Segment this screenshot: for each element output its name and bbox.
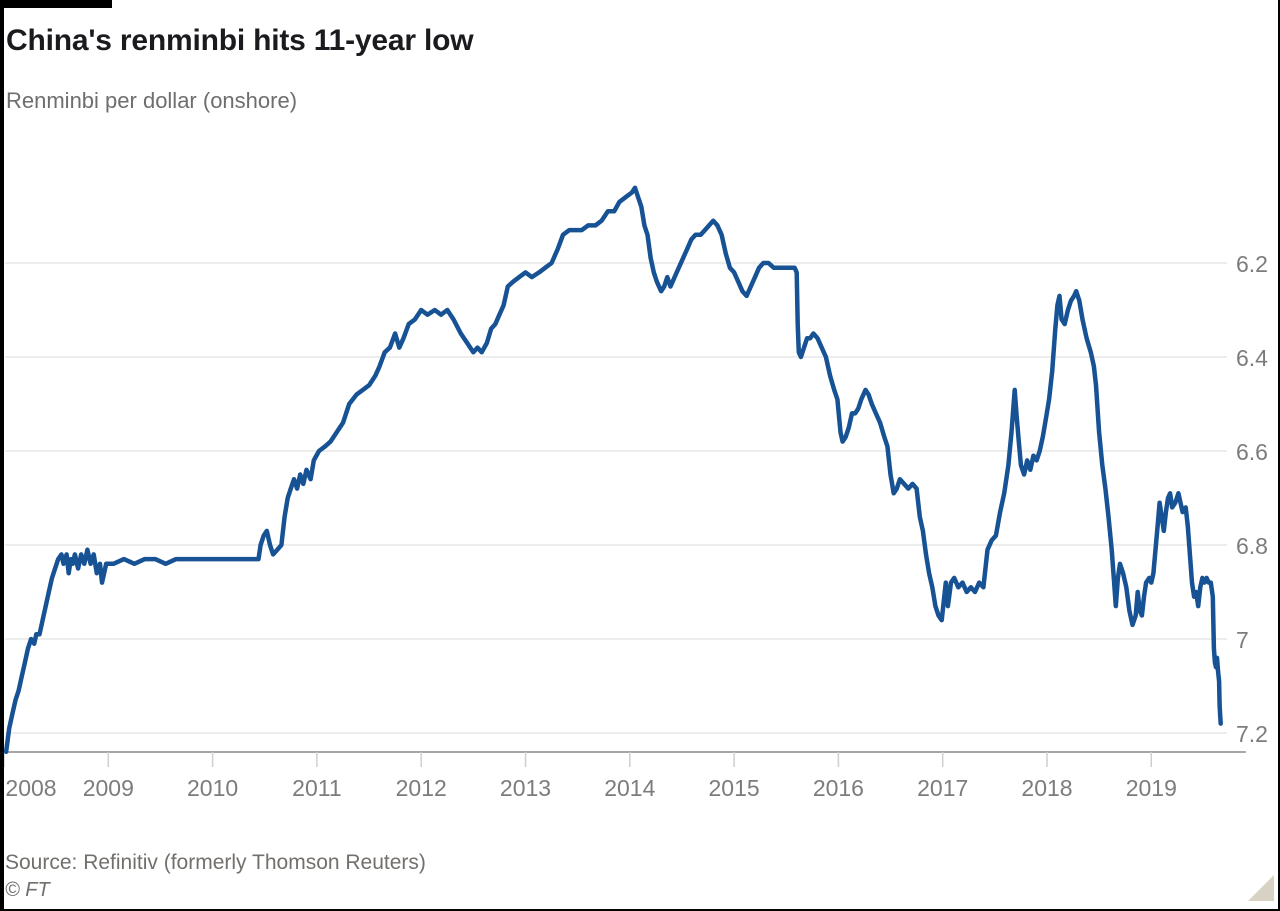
source-label: Source: Refinitiv (formerly Thomson Reut…	[5, 851, 426, 874]
x-tick-label: 2009	[83, 775, 134, 801]
ft-accent-bar	[0, 0, 112, 8]
x-tick-label: 2014	[604, 775, 655, 801]
x-tick-label: 2017	[917, 775, 968, 801]
ft-copyright: © FT	[5, 879, 50, 901]
x-tick-label: 2011	[292, 775, 341, 801]
y-tick-label: 6.8	[1236, 533, 1268, 559]
y-tick-label: 6.2	[1236, 251, 1268, 277]
y-tick-label: 7.2	[1236, 721, 1268, 747]
x-tick-label: 2012	[396, 775, 447, 801]
x-tick-label: 2013	[500, 775, 551, 801]
left-edge-border	[0, 0, 4, 911]
chart-subtitle: Renminbi per dollar (onshore)	[6, 88, 298, 113]
x-tick-label: 2010	[187, 775, 238, 801]
chart-title: China's renminbi hits 11-year low	[6, 24, 474, 57]
bottom-edge-border	[0, 909, 1280, 911]
right-edge-border	[1278, 0, 1280, 911]
x-tick-label: 2008	[5, 775, 56, 801]
y-tick-label: 6.4	[1236, 345, 1268, 371]
x-tick-label: 2019	[1126, 775, 1177, 801]
x-tick-label: 2015	[709, 775, 760, 801]
y-tick-label: 7	[1236, 627, 1249, 653]
x-tick-label: 2018	[1021, 775, 1072, 801]
resize-handle-triangle[interactable]	[1248, 875, 1274, 901]
price-line	[3, 185, 1223, 755]
x-tick-label: 2016	[813, 775, 864, 801]
y-tick-label: 6.6	[1236, 439, 1268, 465]
